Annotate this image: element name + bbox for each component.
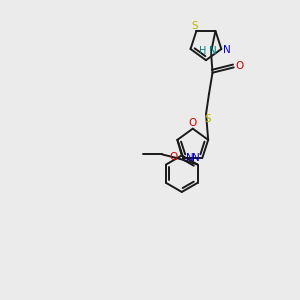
Text: S: S xyxy=(192,22,198,32)
Text: N: N xyxy=(192,153,200,163)
Text: O: O xyxy=(236,61,244,71)
Text: N: N xyxy=(224,46,231,56)
Text: N: N xyxy=(186,153,194,163)
Text: O: O xyxy=(189,118,197,128)
Text: S: S xyxy=(204,114,211,124)
Text: N: N xyxy=(208,46,216,56)
Text: H: H xyxy=(199,46,206,56)
Text: O: O xyxy=(169,152,178,162)
